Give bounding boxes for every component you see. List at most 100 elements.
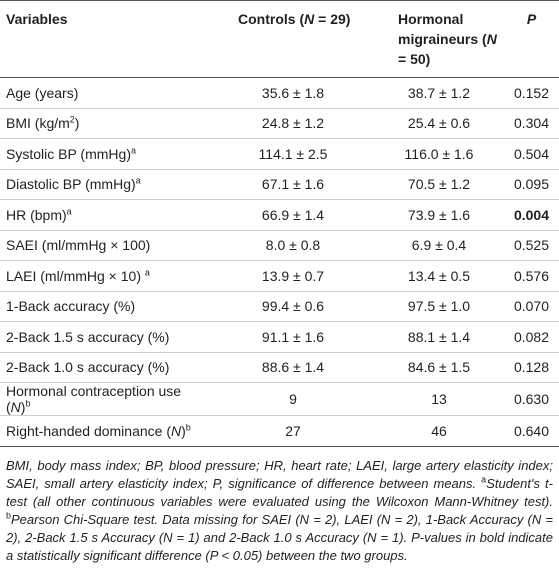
header-text: Hormonal migraineurs (: [398, 11, 487, 47]
label-cell: BMI (kg/m2): [0, 108, 212, 139]
value-cell: 27: [212, 416, 374, 447]
value-cell: 0.630: [504, 383, 559, 416]
value-text: 0.504: [513, 145, 550, 162]
value-cell: 88.6 ± 1.4: [212, 352, 374, 383]
value-cell: 38.7 ± 1.2: [374, 78, 504, 109]
table-row: Systolic BP (mmHg)a 114.1 ± 2.5 116.0 ± 1.…: [0, 139, 559, 170]
label-text: 2: [69, 114, 75, 125]
footnote-text: Pearson Chi-Square test. Data missing fo…: [6, 511, 553, 563]
value-cell: 116.0 ± 1.6: [374, 139, 504, 170]
table-body: Age (years) 35.6 ± 1.8 38.7 ± 1.2 0.152 BMI …: [0, 78, 559, 447]
label-cell: 2-Back 1.5 s accuracy (%): [0, 322, 212, 353]
value-cell: 0.128: [504, 352, 559, 383]
label-cell: Age (years): [0, 78, 212, 109]
label-text: 2-Back 1.5 s accuracy (%): [6, 328, 170, 345]
header-cell: Controls (N = 29): [212, 1, 374, 78]
footnote: BMI, body mass index; BP, blood pressure…: [0, 447, 559, 565]
value-text: 114.1 ± 2.5: [258, 145, 328, 162]
table: Variables Controls (N = 29) Hormonal mig…: [0, 0, 559, 447]
header-text: = 29): [314, 11, 351, 27]
value-text: 88.1 ± 1.4: [407, 328, 471, 345]
value-cell: 66.9 ± 1.4: [212, 200, 374, 231]
value-cell: 6.9 ± 0.4: [374, 230, 504, 261]
label-text: a: [144, 267, 150, 278]
value-text: 0.070: [513, 298, 550, 315]
value-text: 24.8 ± 1.2: [261, 115, 325, 132]
table-row: 1-Back accuracy (%) 99.4 ± 0.6 97.5 ± 1.0 0…: [0, 291, 559, 322]
value-cell: 8.0 ± 0.8: [212, 230, 374, 261]
value-text: 27: [285, 422, 301, 439]
header-cell: Variables: [0, 1, 212, 78]
value-text: 91.1 ± 1.6: [261, 328, 325, 345]
table-row: Hormonal contraception use (N)b 9 13 0.630: [0, 383, 559, 416]
value-text: 84.6 ± 1.5: [407, 359, 471, 376]
value-text: 116.0 ± 1.6: [404, 145, 474, 162]
table-row: 2-Back 1.0 s accuracy (%) 88.6 ± 1.4 84.6 …: [0, 352, 559, 383]
value-cell: 0.504: [504, 139, 559, 170]
label-text: ): [181, 422, 186, 439]
label-cell: 2-Back 1.0 s accuracy (%): [0, 352, 212, 383]
value-cell: 70.5 ± 1.2: [374, 169, 504, 200]
label-text: Hormonal contraception use (: [6, 383, 182, 415]
label-text: HR (bpm): [6, 206, 67, 223]
value-text: 97.5 ± 1.0: [407, 298, 471, 315]
value-text: 99.4 ± 0.6: [261, 298, 325, 315]
value-cell: 114.1 ± 2.5: [212, 139, 374, 170]
value-cell: 84.6 ± 1.5: [374, 352, 504, 383]
label-text: a: [66, 206, 72, 217]
value-text: 73.9 ± 1.6: [407, 206, 471, 223]
header-text: N: [304, 11, 315, 27]
label-cell: Right-handed dominance (N)b: [0, 416, 212, 447]
label-text: LAEI (ml/mmHg × 10): [6, 267, 145, 284]
label-text: ): [20, 399, 26, 415]
value-cell: 88.1 ± 1.4: [374, 322, 504, 353]
value-text: 0.152: [513, 84, 550, 101]
value-cell: 0.004: [504, 200, 559, 231]
label-cell: SAEI (ml/mmHg × 100): [0, 230, 212, 261]
value-text: 9: [289, 391, 297, 407]
header-text: = 50): [398, 51, 431, 67]
table-row: Right-handed dominance (N)b 27 46 0.640: [0, 416, 559, 447]
value-text: 13.9 ± 0.7: [261, 267, 325, 284]
value-text: 70.5 ± 1.2: [407, 176, 471, 193]
table-row: HR (bpm)a 66.9 ± 1.4 73.9 ± 1.6 0.004: [0, 200, 559, 231]
value-cell: 13.4 ± 0.5: [374, 261, 504, 292]
value-cell: 0.152: [504, 78, 559, 109]
table-row: SAEI (ml/mmHg × 100) 8.0 ± 0.8 6.9 ± 0.4 0.…: [0, 230, 559, 261]
label-text: Age (years): [6, 84, 79, 101]
value-text: 0.004: [513, 206, 550, 223]
value-text: 13: [431, 391, 447, 407]
value-cell: 91.1 ± 1.6: [212, 322, 374, 353]
value-cell: 9: [212, 383, 374, 416]
table-row: LAEI (ml/mmHg × 10) a 13.9 ± 0.7 13.4 ± 0.…: [0, 261, 559, 292]
value-text: 0.640: [513, 422, 550, 439]
header-text: Controls (: [238, 11, 305, 27]
table-row: Diastolic BP (mmHg)a 67.1 ± 1.6 70.5 ± 1.2…: [0, 169, 559, 200]
label-cell: Hormonal contraception use (N)b: [0, 383, 212, 416]
label-text: BMI (kg/m: [6, 115, 70, 132]
value-text: 13.4 ± 0.5: [407, 267, 471, 284]
value-text: 6.9 ± 0.4: [411, 237, 467, 254]
header-cell: Hormonal migraineurs (N = 50): [374, 1, 504, 78]
label-text: Right-handed dominance (: [6, 422, 171, 439]
value-text: 25.4 ± 0.6: [407, 115, 471, 132]
value-text: 0.095: [513, 176, 550, 193]
value-cell: 0.525: [504, 230, 559, 261]
label-cell: HR (bpm)a: [0, 200, 212, 231]
value-cell: 67.1 ± 1.6: [212, 169, 374, 200]
value-cell: 25.4 ± 0.6: [374, 108, 504, 139]
table-row: BMI (kg/m2) 24.8 ± 1.2 25.4 ± 0.6 0.304: [0, 108, 559, 139]
header-text: P: [526, 11, 537, 27]
label-cell: LAEI (ml/mmHg × 10) a: [0, 261, 212, 292]
value-text: 0.128: [513, 359, 550, 376]
value-text: 66.9 ± 1.4: [261, 206, 325, 223]
value-cell: 0.640: [504, 416, 559, 447]
value-cell: 73.9 ± 1.6: [374, 200, 504, 231]
label-cell: 1-Back accuracy (%): [0, 291, 212, 322]
label-text: a: [135, 175, 141, 186]
label-text: N: [10, 399, 21, 415]
value-text: 8.0 ± 0.8: [265, 237, 321, 254]
value-text: 0.525: [513, 237, 550, 254]
header-cell: P: [504, 1, 559, 78]
